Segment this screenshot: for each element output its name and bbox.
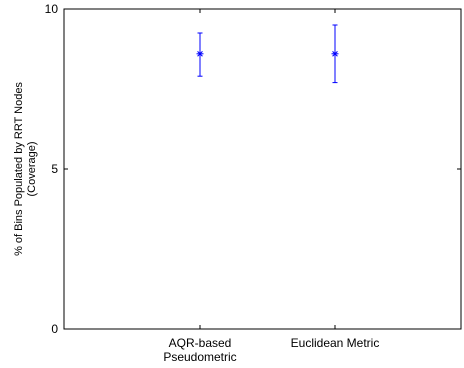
data-point-marker <box>196 50 204 58</box>
y-axis-label-line-2: (Coverage) <box>26 141 38 196</box>
y-tick-label: 0 <box>51 322 58 336</box>
marker-stroke <box>332 50 338 57</box>
plot-area <box>63 8 462 330</box>
x-tick-label: Euclidean Metric <box>291 336 380 350</box>
y-axis-label-line-1: % of Bins Populated by RRT Nodes <box>13 82 25 256</box>
marker-stroke <box>197 50 203 57</box>
y-tick-label: 5 <box>51 162 58 176</box>
y-tick-label: 10 <box>45 2 59 16</box>
x-tick-label: Pseudometric <box>163 350 236 364</box>
x-tick-label: AQR-based <box>169 336 232 350</box>
data-point-marker <box>331 50 339 58</box>
y-axis: 0 5 10 <box>45 2 461 336</box>
data-marks <box>196 24 339 84</box>
